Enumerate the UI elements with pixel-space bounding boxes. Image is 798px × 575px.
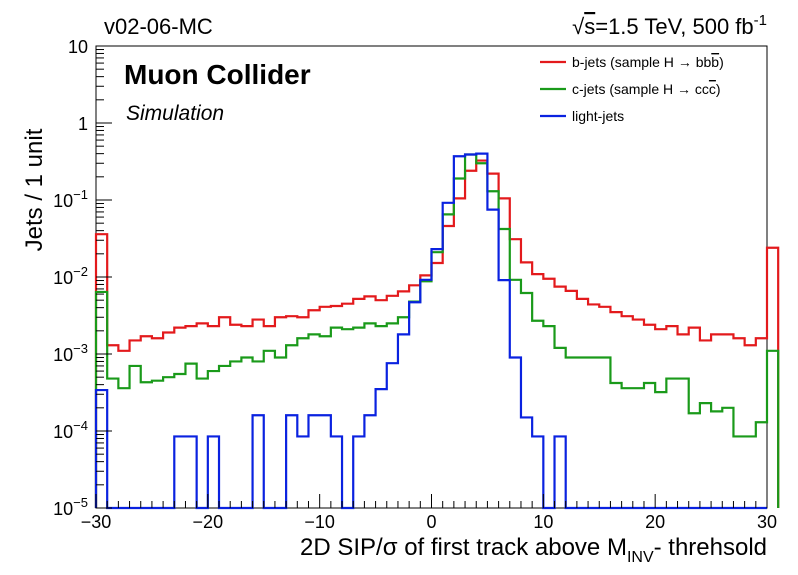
x-tick-label: 0 — [426, 512, 436, 532]
axis-ticks — [95, 45, 768, 509]
y-tick-label: 10−5 — [53, 495, 88, 519]
x-tick-label: −20 — [193, 512, 224, 532]
y-tick-label: 1 — [78, 114, 88, 134]
y-tick-labels: 10 1 10−1 10−2 10−3 10−4 10−5 — [53, 37, 88, 519]
superscript: -1 — [754, 12, 767, 29]
legend-entry-label: c-jets (sample H → ccc) — [572, 81, 721, 97]
x-tick-label: −10 — [304, 512, 335, 532]
header-left-label: v02-06-MC — [104, 14, 213, 39]
y-tick-label: 10−3 — [53, 341, 88, 365]
brand-label: Muon Collider — [124, 59, 311, 90]
x-tick-label: 10 — [533, 512, 553, 532]
x-tick-label: −30 — [81, 512, 112, 532]
x-axis-title: 2D SIP/σ of first track above MINV- thre… — [300, 534, 767, 566]
series-line-0 — [94, 159, 780, 508]
y-axis-title: Jets / 1 unit — [21, 128, 48, 251]
series-line-2 — [94, 152, 767, 510]
simulation-label: Simulation — [126, 102, 224, 125]
series-line-1 — [94, 153, 780, 508]
header-right-label: √s=1.5 TeV, 500 fb-1 — [572, 12, 767, 39]
y-tick-label: 10−1 — [53, 187, 88, 211]
x-tick-labels: −30 −20 −10 0 10 20 30 — [81, 512, 777, 532]
x-tick-label: 30 — [757, 512, 777, 532]
x-tick-label: 20 — [645, 512, 665, 532]
legend-entry-label: light-jets — [572, 108, 624, 124]
y-tick-label: 10−4 — [53, 418, 88, 442]
y-tick-label: 10 — [68, 37, 88, 57]
legend-entry-label: b-jets (sample H → bbb) — [572, 54, 724, 70]
y-tick-label: 10−2 — [53, 264, 88, 288]
x-axis-subscript: INV — [627, 549, 654, 566]
sqrt-argument: s — [584, 14, 595, 39]
legend: b-jets (sample H → bbb) c-jets (sample H … — [540, 54, 724, 124]
histogram-series — [94, 152, 780, 510]
